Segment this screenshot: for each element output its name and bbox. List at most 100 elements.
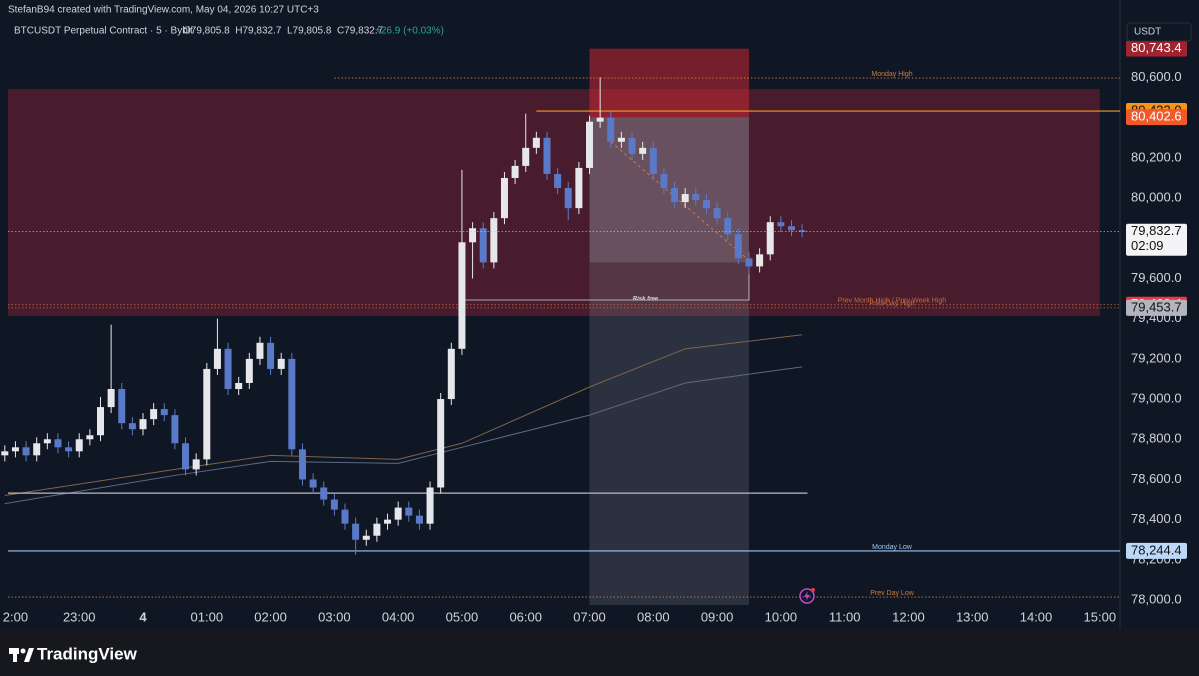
- credit: StefanB94 created with TradingView.com, …: [8, 5, 319, 16]
- plot: Monday High Prev Month High / Prev Week H…: [1, 48, 1120, 606]
- candle-body: [384, 519, 392, 524]
- candle-body: [192, 459, 200, 470]
- candle-body: [224, 348, 232, 390]
- candle-body: [777, 222, 785, 227]
- candle-body: [245, 358, 253, 383]
- currency[interactable]: USDT: [1134, 27, 1161, 38]
- candle-body: [745, 258, 753, 267]
- candle-body: [65, 447, 73, 452]
- candle-body: [564, 188, 572, 209]
- candle-body: [43, 439, 51, 444]
- candle-body: [671, 188, 679, 203]
- candle-body: [1, 451, 9, 456]
- x-tick-label: 15:00: [1084, 609, 1117, 624]
- level-label: Prev Month High / Prev Week High: [838, 298, 947, 305]
- x-tick-label: 10:00: [765, 609, 798, 624]
- candle-body: [267, 342, 275, 369]
- x-tick-label: 06:00: [509, 609, 542, 624]
- candle-body: [586, 121, 594, 168]
- candle-body: [352, 523, 360, 540]
- candle-body: [33, 443, 41, 456]
- candle-body: [628, 137, 636, 154]
- candle-body: [788, 226, 796, 231]
- level-label: Prev Day Low: [870, 590, 915, 597]
- x-tick-label: 4: [139, 609, 147, 624]
- candle-body: [54, 439, 62, 448]
- candle-body: [182, 443, 190, 470]
- candle-body: [522, 147, 530, 166]
- y-tick-label: 80,000.0: [1131, 190, 1182, 205]
- y-tick-label: 79,600.0: [1131, 270, 1182, 285]
- price-label-box: [1126, 299, 1187, 316]
- candle-body: [490, 218, 498, 263]
- candle-body: [362, 535, 370, 540]
- candle-body: [22, 447, 30, 456]
- y-tick-label: 79,000.0: [1131, 391, 1182, 406]
- moving-average: [4, 366, 803, 505]
- candle-body: [341, 509, 349, 524]
- candle-body: [320, 487, 328, 500]
- candle-body: [660, 173, 668, 189]
- x-tick-label: 11:00: [829, 609, 861, 624]
- candle-body: [415, 515, 423, 524]
- symbol: BTCUSDT Perpetual Contract · 5 · Bybit: [14, 26, 193, 37]
- level-label: Monday High: [871, 71, 912, 78]
- price-label-box: [1126, 40, 1187, 57]
- candle-body: [150, 409, 158, 420]
- target-area: [589, 117, 749, 606]
- candle-body: [596, 117, 604, 122]
- candle-body: [86, 435, 94, 440]
- candle-body: [75, 439, 83, 452]
- alert-icon[interactable]: [799, 588, 815, 604]
- y-tick-label: 80,600.0: [1131, 69, 1182, 84]
- x-tick-label: 09:00: [701, 609, 734, 624]
- candle-body: [575, 167, 583, 209]
- risk-free-label: Risk free: [633, 297, 659, 303]
- candle-body: [713, 208, 721, 219]
- candle-body: [107, 389, 115, 408]
- candle-body: [373, 523, 381, 536]
- candle-body: [639, 147, 647, 154]
- price-label-box: [1126, 223, 1187, 256]
- candle-body: [458, 242, 466, 349]
- price-label: 78,244.4: [1131, 542, 1182, 557]
- x-tick-label: 01:00: [191, 609, 224, 624]
- price-label: 79,453.7: [1131, 299, 1182, 314]
- x-tick-label: 07:00: [573, 609, 606, 624]
- stop-area: [589, 48, 749, 118]
- ohlc: O79,805.8 H79,832.7 L79,805.8 C79,832.7: [183, 26, 384, 37]
- change: +26.9 (+0.03%): [375, 26, 444, 37]
- candle-body: [394, 507, 402, 520]
- candle-body: [479, 228, 487, 263]
- candle-body: [213, 348, 221, 369]
- candle-body: [426, 487, 434, 524]
- candle-body: [330, 499, 338, 510]
- footer-bar: [0, 630, 1199, 676]
- x-tick-label: 2:00: [3, 609, 28, 624]
- x-tick-label: 13:00: [956, 609, 989, 624]
- candle-body: [118, 389, 126, 424]
- candle-body: [649, 147, 657, 174]
- currency-box[interactable]: [1126, 22, 1192, 42]
- price-label: 80,743.4: [1131, 40, 1182, 55]
- candle-body: [692, 194, 700, 201]
- zone: [8, 89, 1100, 317]
- candle-body: [543, 137, 551, 174]
- price-label: 79,832.7: [1131, 223, 1182, 238]
- candle-body: [447, 348, 455, 400]
- candle-body: [405, 507, 413, 516]
- price-label-countdown: 02:09: [1131, 238, 1164, 253]
- level-label: Prev Day High: [869, 301, 914, 308]
- candle-body: [139, 419, 147, 430]
- candle-body: [617, 137, 625, 142]
- candle-body: [256, 342, 264, 359]
- candle-body: [96, 407, 104, 436]
- x-tick-label: 04:00: [382, 609, 415, 624]
- reached-area: [589, 117, 749, 263]
- price-label-box: [1126, 542, 1187, 559]
- price-label: 80,402.6: [1131, 109, 1182, 124]
- candle-body: [235, 382, 243, 390]
- candle-body: [554, 173, 562, 189]
- x-tick-label: 02:00: [254, 609, 287, 624]
